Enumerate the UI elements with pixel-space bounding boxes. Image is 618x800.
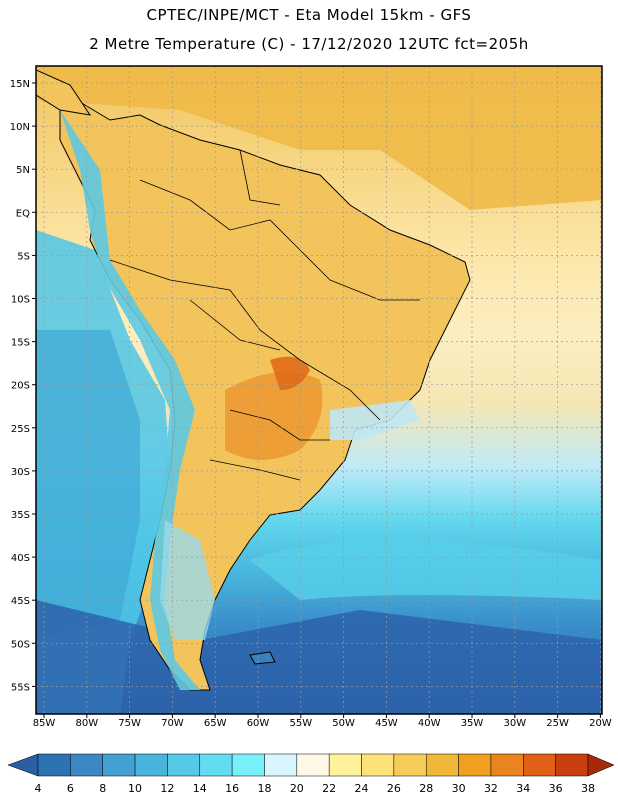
lat-label: 10N <box>10 122 30 133</box>
south-atlantic-cool <box>250 540 602 600</box>
colorbar-box <box>167 753 201 777</box>
colorbar-label: 18 <box>257 782 271 795</box>
south-cold-zone <box>36 600 602 714</box>
lon-label: 85W <box>33 718 56 729</box>
colorbar-label: 12 <box>160 782 174 795</box>
tropical-warm-zone <box>36 66 602 210</box>
hot-core-pantanal <box>270 356 310 390</box>
lat-label: 30S <box>11 467 30 478</box>
lat-label: 10S <box>11 295 30 306</box>
lon-label: 75W <box>118 718 141 729</box>
southeast-coast-cool <box>330 400 420 440</box>
colorbar-box <box>102 753 136 777</box>
lon-label: 50W <box>332 718 355 729</box>
colorbar-labels: 4 6 8 10 12 14 16 18 20 22 24 26 28 30 32 34 36 38 <box>35 782 596 795</box>
country-borders <box>109 149 420 481</box>
colorbar-label: 14 <box>193 782 207 795</box>
colorbar-box <box>490 753 524 777</box>
colorbar-label: 8 <box>99 782 106 795</box>
colorbar-label: 36 <box>549 782 563 795</box>
longitude-labels: 85W 80W 75W 70W 65W 60W 55W 50W 45W 40W 35W 30W 25W 2… <box>33 714 612 729</box>
lat-label: 15N <box>10 79 30 90</box>
central-america-land <box>36 69 92 116</box>
colorbar-box <box>555 753 589 777</box>
colorbar-label: 4 <box>35 782 42 795</box>
colorbar-high-arrow <box>587 753 615 777</box>
colorbar-low-arrow <box>7 753 39 777</box>
map-subtitle: 2 Metre Temperature (C) - 17/12/2020 12U… <box>89 35 529 53</box>
colorbar <box>7 753 615 777</box>
map-field <box>36 66 602 714</box>
colorbar-label: 16 <box>225 782 239 795</box>
colorbar-box <box>37 753 71 777</box>
lon-label: 65W <box>204 718 227 729</box>
latitude-labels: 15N 10N 5N EQ 5S 10S 15S 20S 25S 30S 35S 40S 45S 50S 5… <box>10 79 36 693</box>
lat-lon-grid <box>36 66 602 714</box>
colorbar-label: 34 <box>516 782 530 795</box>
lon-label: 70W <box>161 718 184 729</box>
colorbar-label: 26 <box>387 782 401 795</box>
lat-label: 20S <box>11 381 30 392</box>
colorbar-box <box>458 753 492 777</box>
colorbar-box <box>425 753 459 777</box>
pacific-cooler-zone <box>36 330 140 640</box>
colorbar-label: 32 <box>484 782 498 795</box>
colorbar-box <box>199 753 233 777</box>
colorbar-label: 20 <box>290 782 304 795</box>
lat-label: 55S <box>11 682 30 693</box>
lon-label: 20W <box>589 718 612 729</box>
colorbar-box <box>523 753 556 777</box>
lon-label: 25W <box>546 718 569 729</box>
lat-label: 5S <box>17 251 30 262</box>
map-title: CPTEC/INPE/MCT - Eta Model 15km - GFS <box>146 6 472 24</box>
colorbar-box <box>296 753 330 777</box>
colorbar-label: 24 <box>355 782 369 795</box>
lat-label: 15S <box>11 338 30 349</box>
colorbar-label: 38 <box>581 782 595 795</box>
colorbar-box <box>70 753 103 777</box>
lat-label: EQ <box>16 208 30 219</box>
lon-label: 40W <box>418 718 441 729</box>
lon-label: 55W <box>289 718 312 729</box>
map-frame <box>35 65 603 715</box>
colorbar-box <box>328 753 362 777</box>
colorbar-label: 28 <box>419 782 433 795</box>
lon-label: 30W <box>503 718 526 729</box>
hot-core-paraguay <box>225 372 323 460</box>
lat-label: 40S <box>11 553 30 564</box>
colorbar-box <box>134 753 168 777</box>
colorbar-label: 10 <box>128 782 142 795</box>
lon-label: 35W <box>461 718 484 729</box>
lon-label: 80W <box>75 718 98 729</box>
colorbar-label: 6 <box>67 782 74 795</box>
lat-label: 50S <box>11 639 30 650</box>
lon-label: 45W <box>375 718 398 729</box>
colorbar-box <box>361 753 395 777</box>
colorbar-box <box>393 753 427 777</box>
colorbar-label: 30 <box>452 782 466 795</box>
falkland-islands <box>249 651 276 665</box>
lon-label: 60W <box>247 718 270 729</box>
lat-label: 5N <box>16 165 30 176</box>
lat-label: 25S <box>11 424 30 435</box>
lat-label: 45S <box>11 596 30 607</box>
colorbar-box <box>231 753 265 777</box>
lat-label: 35S <box>11 510 30 521</box>
patagonia-cool <box>160 520 215 640</box>
colorbar-box <box>264 753 298 777</box>
colorbar-label: 22 <box>322 782 336 795</box>
